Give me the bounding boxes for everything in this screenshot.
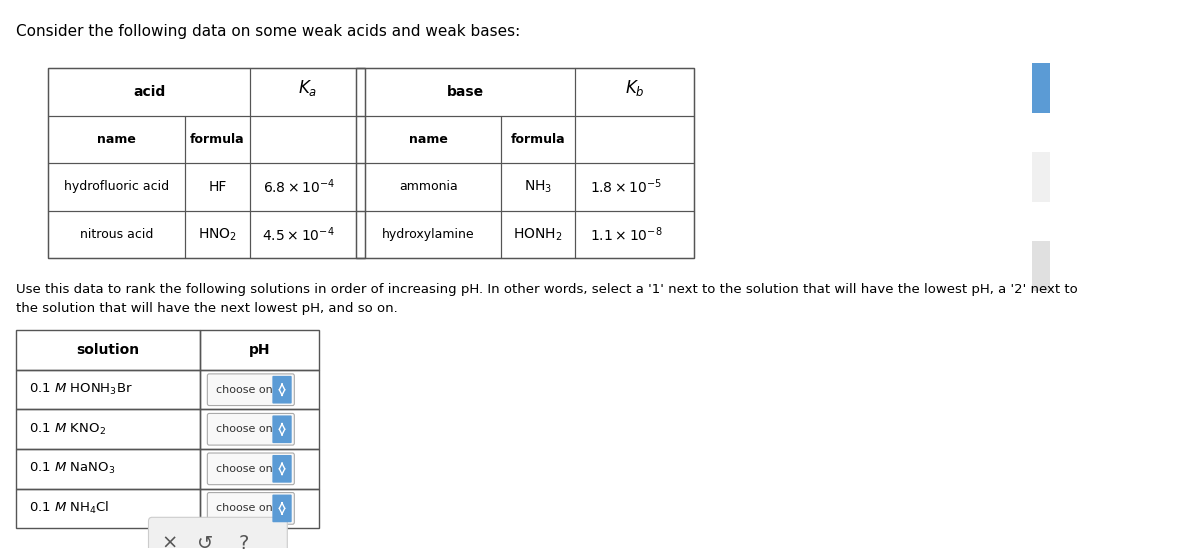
Bar: [200, 449, 319, 489]
Text: choose one: choose one: [216, 464, 280, 474]
Bar: [500, 116, 576, 163]
Text: $K_b$: $K_b$: [625, 78, 644, 98]
Text: hydroxylamine: hydroxylamine: [382, 228, 475, 241]
Bar: [16, 370, 200, 409]
Bar: [356, 163, 500, 211]
Text: Use this data to rank the following solutions in order of increasing pH. In othe: Use this data to rank the following solu…: [16, 283, 1078, 315]
Text: acid: acid: [133, 85, 166, 99]
Bar: [356, 68, 576, 116]
Bar: [576, 68, 694, 116]
Text: Consider the following data on some weak acids and weak bases:: Consider the following data on some weak…: [16, 24, 520, 39]
FancyBboxPatch shape: [272, 495, 292, 522]
Bar: [251, 68, 365, 116]
Text: ammonia: ammonia: [398, 181, 457, 193]
FancyBboxPatch shape: [272, 455, 292, 483]
Text: 0.1 $\it{M}$ KNO$_2$: 0.1 $\it{M}$ KNO$_2$: [29, 422, 106, 437]
Bar: [16, 409, 200, 449]
Bar: [16, 330, 200, 370]
Bar: [185, 163, 251, 211]
Text: $\mathregular{HONH_2}$: $\mathregular{HONH_2}$: [514, 226, 563, 243]
FancyBboxPatch shape: [208, 493, 294, 524]
Bar: [48, 116, 185, 163]
Bar: [251, 211, 365, 258]
Text: 0.1 $\it{M}$ NaNO$_3$: 0.1 $\it{M}$ NaNO$_3$: [29, 461, 115, 476]
Bar: [200, 330, 319, 370]
Bar: [200, 409, 319, 449]
Text: ?: ?: [239, 534, 250, 553]
Text: nitrous acid: nitrous acid: [79, 228, 154, 241]
Bar: [576, 163, 694, 211]
Text: name: name: [97, 133, 136, 146]
Bar: [185, 116, 251, 163]
Bar: [1032, 63, 1050, 113]
Bar: [500, 211, 576, 258]
Text: $6.8\times10^{-4}$: $6.8\times10^{-4}$: [263, 178, 335, 196]
Bar: [48, 211, 185, 258]
Bar: [356, 211, 500, 258]
FancyBboxPatch shape: [272, 416, 292, 443]
Bar: [16, 489, 200, 528]
Text: $\mathregular{HNO_2}$: $\mathregular{HNO_2}$: [198, 226, 236, 243]
Bar: [200, 370, 319, 409]
Bar: [356, 68, 694, 258]
Text: $K_a$: $K_a$: [298, 78, 317, 98]
Text: 0.1 $\it{M}$ HONH$_3$Br: 0.1 $\it{M}$ HONH$_3$Br: [29, 382, 133, 397]
Text: pH: pH: [248, 343, 270, 357]
FancyBboxPatch shape: [208, 413, 294, 445]
FancyBboxPatch shape: [208, 374, 294, 406]
FancyBboxPatch shape: [272, 376, 292, 403]
Text: choose one: choose one: [216, 504, 280, 514]
Bar: [576, 211, 694, 258]
Bar: [48, 163, 185, 211]
Text: HF: HF: [209, 180, 227, 194]
FancyBboxPatch shape: [208, 453, 294, 485]
Bar: [356, 116, 500, 163]
Bar: [48, 68, 251, 116]
Text: $4.5\times10^{-4}$: $4.5\times10^{-4}$: [263, 225, 335, 244]
Bar: [576, 116, 694, 163]
Bar: [500, 163, 576, 211]
Text: ×: ×: [161, 534, 178, 553]
Text: $\mathregular{NH_3}$: $\mathregular{NH_3}$: [524, 179, 552, 195]
Text: ↺: ↺: [197, 534, 212, 553]
Bar: [251, 163, 365, 211]
Bar: [16, 449, 200, 489]
Text: name: name: [409, 133, 448, 146]
Text: $1.1\times10^{-8}$: $1.1\times10^{-8}$: [589, 225, 662, 244]
Bar: [48, 68, 365, 258]
Bar: [1032, 242, 1050, 291]
Text: formula: formula: [190, 133, 245, 146]
Text: choose one: choose one: [216, 384, 280, 394]
Bar: [1032, 152, 1050, 202]
Bar: [251, 116, 365, 163]
Text: solution: solution: [77, 343, 139, 357]
Text: hydrofluoric acid: hydrofluoric acid: [64, 181, 169, 193]
FancyBboxPatch shape: [149, 517, 287, 554]
Bar: [200, 489, 319, 528]
Text: 0.1 $\it{M}$ NH$_4$Cl: 0.1 $\it{M}$ NH$_4$Cl: [29, 500, 109, 516]
Bar: [185, 211, 251, 258]
Text: base: base: [448, 85, 485, 99]
Text: $1.8\times10^{-5}$: $1.8\times10^{-5}$: [590, 178, 662, 196]
Text: formula: formula: [511, 133, 565, 146]
Text: choose one: choose one: [216, 424, 280, 434]
